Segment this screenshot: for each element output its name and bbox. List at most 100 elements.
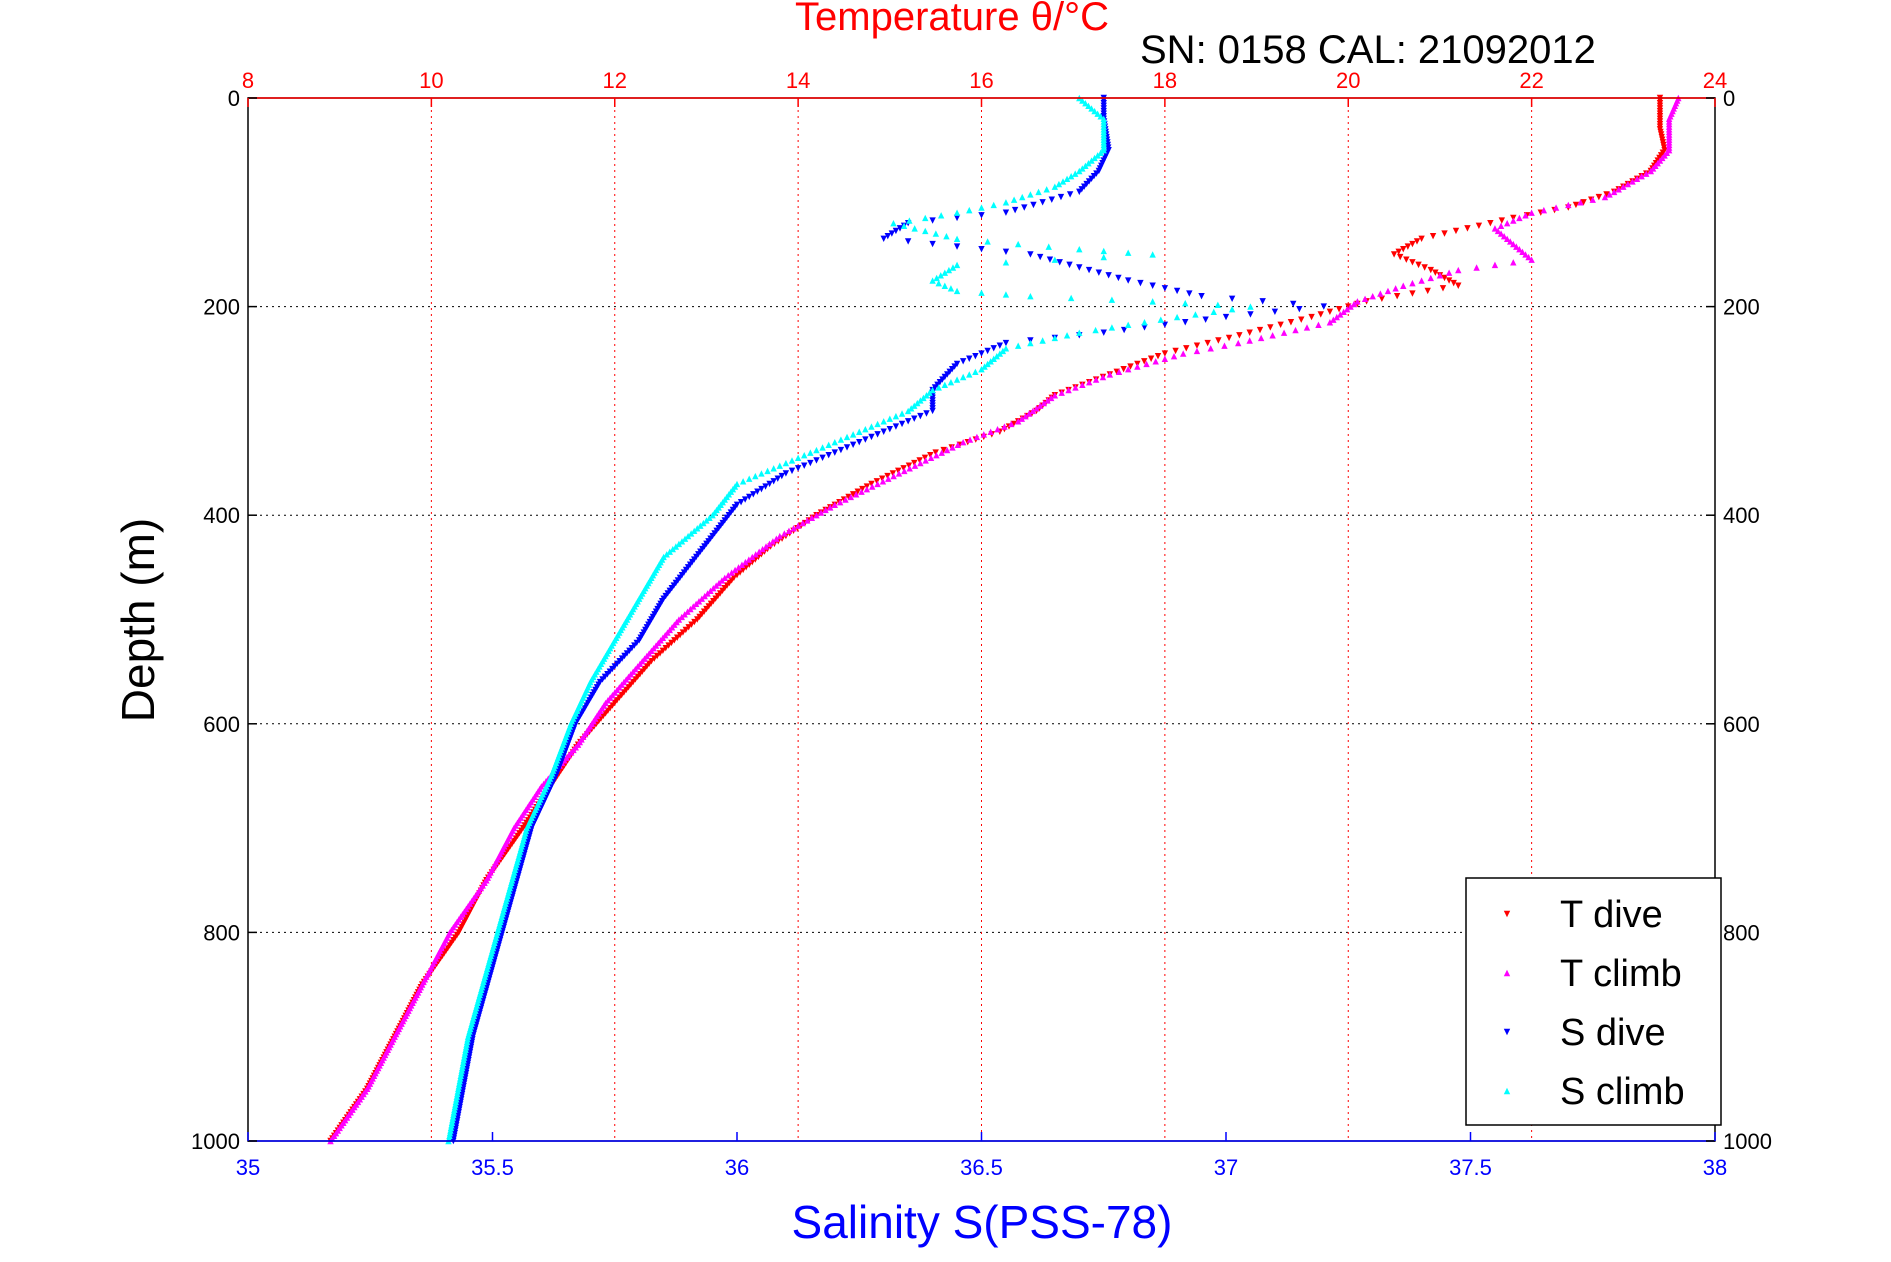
data-point xyxy=(1296,306,1303,313)
data-point xyxy=(804,517,811,524)
data-point xyxy=(459,1059,467,1066)
data-point xyxy=(868,423,875,430)
y-tick-label-right: 200 xyxy=(1723,295,1760,320)
data-point xyxy=(1097,149,1104,156)
data-point xyxy=(1115,368,1123,375)
data-point xyxy=(945,266,953,274)
data-point xyxy=(1497,230,1505,237)
data-point xyxy=(1027,292,1034,300)
legend-label: T dive xyxy=(1560,894,1663,936)
data-point xyxy=(1525,253,1532,261)
data-point xyxy=(843,444,851,451)
data-point xyxy=(1141,324,1148,331)
data-point xyxy=(1051,334,1059,342)
data-point xyxy=(1601,193,1609,201)
data-point xyxy=(1125,277,1132,284)
data-point xyxy=(1076,188,1083,196)
data-point xyxy=(687,530,695,537)
data-point xyxy=(1057,193,1065,201)
data-point xyxy=(858,488,865,495)
data-point xyxy=(1076,246,1083,253)
temperature-tick-label: 22 xyxy=(1519,68,1543,93)
data-point xyxy=(1067,173,1075,180)
data-point xyxy=(799,519,806,527)
data-point xyxy=(1088,105,1095,112)
data-point xyxy=(1088,157,1095,164)
data-point xyxy=(807,459,814,467)
data-point xyxy=(1620,183,1627,190)
data-point xyxy=(1019,193,1026,201)
data-point xyxy=(1066,261,1073,269)
data-point xyxy=(908,405,915,412)
data-point xyxy=(675,540,683,548)
data-point xyxy=(1014,418,1022,425)
data-point xyxy=(890,219,897,227)
data-point xyxy=(1095,269,1103,276)
data-point xyxy=(1182,299,1189,307)
data-point xyxy=(1228,306,1236,313)
data-point xyxy=(1303,324,1311,331)
data-point xyxy=(1441,274,1448,282)
salinity-tick-label: 37 xyxy=(1214,1155,1238,1180)
data-point xyxy=(1354,298,1361,305)
data-point xyxy=(452,1101,459,1108)
data-point xyxy=(1326,308,1334,316)
data-point xyxy=(935,279,942,287)
data-point xyxy=(901,467,908,475)
data-point xyxy=(1091,107,1098,115)
data-point xyxy=(1308,313,1315,321)
data-point xyxy=(1108,324,1116,331)
temperature-tick-label: 16 xyxy=(969,68,993,93)
data-point xyxy=(856,428,863,435)
data-point xyxy=(1246,329,1253,336)
data-point xyxy=(1441,230,1448,237)
data-point xyxy=(781,530,788,537)
data-point xyxy=(880,418,887,425)
legend-box xyxy=(1465,877,1722,1126)
data-point xyxy=(852,491,860,498)
legend-label: S climb xyxy=(1560,1071,1685,1113)
legend-marker xyxy=(1503,910,1511,918)
data-point xyxy=(1292,326,1299,334)
data-point xyxy=(778,472,786,480)
data-point xyxy=(966,436,974,443)
data-point xyxy=(1267,324,1274,331)
data-point xyxy=(1429,232,1437,240)
data-point xyxy=(1072,384,1079,391)
data-point xyxy=(1046,256,1054,263)
data-point xyxy=(1076,329,1083,336)
data-point xyxy=(451,1103,459,1111)
data-point xyxy=(994,425,1001,433)
data-point xyxy=(1207,345,1214,352)
data-point xyxy=(458,1070,465,1077)
data-point xyxy=(959,438,967,446)
data-point xyxy=(452,1098,460,1106)
data-point xyxy=(1393,292,1401,300)
data-point xyxy=(959,373,967,381)
data-point xyxy=(878,475,886,482)
data-point xyxy=(1337,311,1344,318)
data-point xyxy=(1516,246,1523,253)
data-point xyxy=(770,478,777,485)
data-point xyxy=(1002,209,1010,216)
data-point xyxy=(1143,360,1150,368)
data-point xyxy=(817,509,825,516)
data-point xyxy=(1066,191,1074,198)
data-point xyxy=(746,475,753,482)
data-point xyxy=(1147,355,1155,362)
data-point xyxy=(669,545,677,553)
data-point xyxy=(813,457,820,464)
data-point xyxy=(446,1132,453,1139)
data-point xyxy=(1409,240,1416,248)
data-point xyxy=(1528,209,1535,216)
data-point xyxy=(1180,350,1187,357)
legend-item-t-climb: T climb xyxy=(1503,953,1682,995)
data-point xyxy=(464,1033,472,1040)
data-point xyxy=(831,438,838,446)
data-point xyxy=(911,225,918,232)
data-point xyxy=(1198,292,1205,300)
x-axis-label: Salinity S(PSS-78) xyxy=(792,1196,1173,1248)
data-point xyxy=(874,431,881,438)
data-point xyxy=(926,389,933,396)
